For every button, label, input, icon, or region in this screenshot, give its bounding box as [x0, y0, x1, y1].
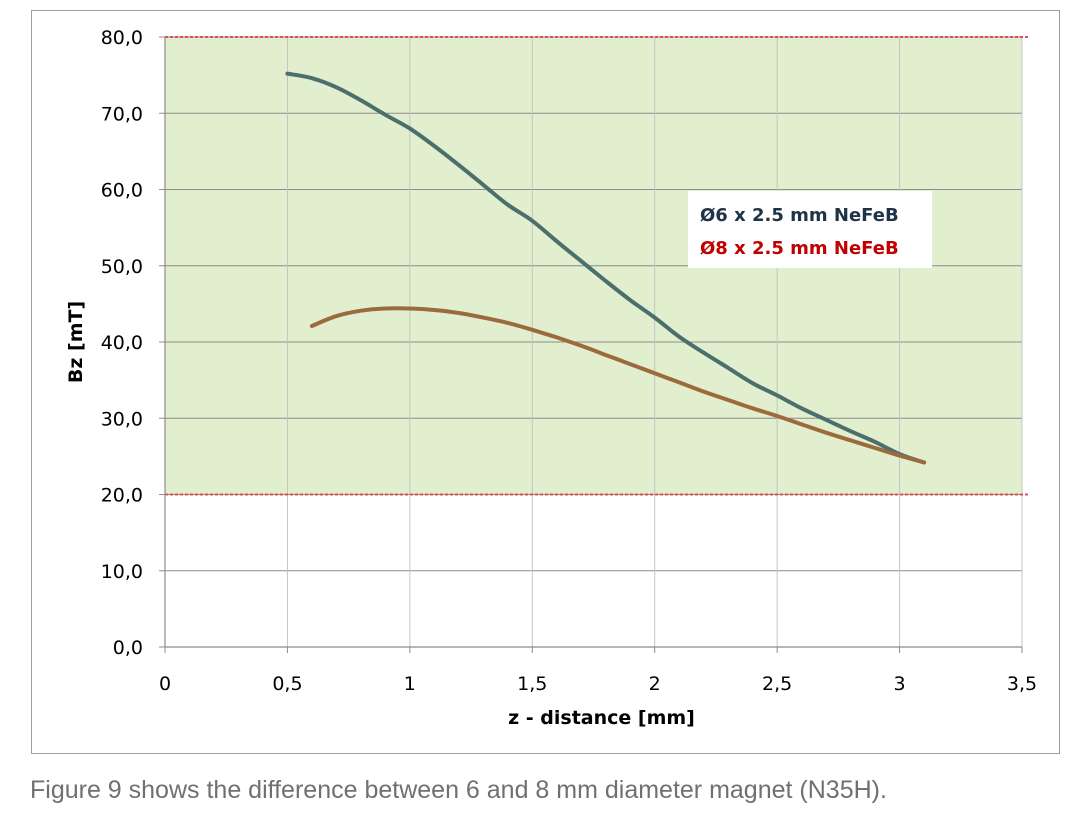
x-tick-label: 3,5 — [1007, 673, 1037, 695]
series-line-1 — [285, 71, 927, 465]
y-tick-label: 20,0 — [101, 485, 143, 507]
figure-caption: Figure 9 shows the difference between 6 … — [30, 776, 887, 804]
y-tick-label: 70,0 — [101, 103, 143, 125]
y-tick-label: 10,0 — [101, 561, 143, 583]
y-tick-label: 40,0 — [101, 332, 143, 354]
x-tick-label: 2,5 — [762, 673, 792, 695]
y-tick-label: 80,0 — [101, 27, 143, 49]
x-tick-label: 1 — [404, 673, 416, 695]
legend-entry-2: Ø8 x 2.5 mm NeFeB — [700, 238, 899, 259]
x-tick-label: 3 — [894, 673, 906, 695]
x-tick-label: 0 — [159, 673, 171, 695]
legend-box — [688, 191, 932, 268]
y-axis-title: Bz [mT] — [65, 301, 87, 383]
y-tick-label: 30,0 — [101, 408, 143, 430]
y-tick-label: 50,0 — [101, 256, 143, 278]
x-tick-label: 0,5 — [272, 673, 302, 695]
y-tick-label: 0,0 — [113, 637, 143, 659]
chart-svg: 0,0 10,0 20,0 30,0 40,0 50,0 60,0 70,0 80,0 0 0,5 1… — [65, 27, 1037, 729]
x-axis-title: z - distance [mm] — [508, 707, 695, 729]
x-tick-label: 1,5 — [517, 673, 547, 695]
x-tick-label: 2 — [649, 673, 661, 695]
legend-entry-1: Ø6 x 2.5 mm NeFeB — [700, 205, 899, 226]
y-tick-label: 60,0 — [101, 180, 143, 202]
series-line-2 — [309, 306, 927, 465]
